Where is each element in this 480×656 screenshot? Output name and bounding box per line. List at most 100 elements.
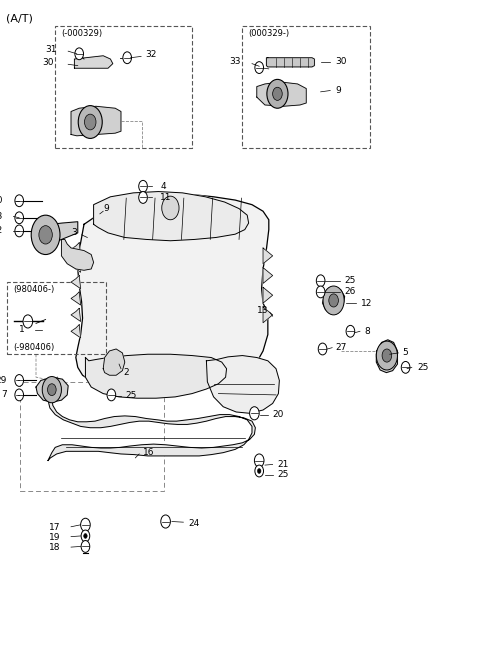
Text: 9: 9 xyxy=(335,86,341,95)
Circle shape xyxy=(255,62,264,73)
Polygon shape xyxy=(71,259,81,272)
Text: (000329-): (000329-) xyxy=(248,29,289,38)
Polygon shape xyxy=(263,307,273,323)
Text: 5: 5 xyxy=(402,348,408,358)
Circle shape xyxy=(316,275,325,287)
Circle shape xyxy=(15,212,24,224)
Text: 11: 11 xyxy=(160,193,172,202)
Polygon shape xyxy=(42,222,78,244)
Text: 27: 27 xyxy=(335,343,347,352)
Text: 30: 30 xyxy=(335,57,347,66)
Polygon shape xyxy=(71,325,81,338)
Circle shape xyxy=(139,180,147,192)
Text: 13: 13 xyxy=(257,306,269,315)
Circle shape xyxy=(161,515,170,528)
Text: 10: 10 xyxy=(0,196,4,205)
Polygon shape xyxy=(263,268,273,283)
Polygon shape xyxy=(263,248,273,264)
Circle shape xyxy=(323,286,344,315)
Circle shape xyxy=(48,384,56,396)
Polygon shape xyxy=(76,195,269,385)
Polygon shape xyxy=(103,349,125,375)
Circle shape xyxy=(15,225,24,237)
Text: 31: 31 xyxy=(45,45,57,54)
Circle shape xyxy=(39,226,52,244)
Text: 25: 25 xyxy=(277,470,289,480)
Text: 16: 16 xyxy=(143,448,155,457)
Text: 7: 7 xyxy=(1,390,7,400)
Text: 19: 19 xyxy=(48,533,60,542)
Circle shape xyxy=(376,341,397,370)
Text: 17: 17 xyxy=(48,523,60,532)
Circle shape xyxy=(81,530,90,542)
Polygon shape xyxy=(323,289,345,312)
Polygon shape xyxy=(71,292,81,305)
Text: 20: 20 xyxy=(273,410,284,419)
Polygon shape xyxy=(71,308,81,321)
Circle shape xyxy=(81,518,90,531)
Text: 24: 24 xyxy=(188,519,199,528)
Text: 4: 4 xyxy=(160,182,166,191)
Text: 26: 26 xyxy=(345,287,356,297)
Polygon shape xyxy=(206,356,279,413)
Circle shape xyxy=(84,533,87,539)
Polygon shape xyxy=(94,192,249,241)
Circle shape xyxy=(382,349,392,362)
Text: 1: 1 xyxy=(19,325,25,335)
Polygon shape xyxy=(36,377,68,402)
Polygon shape xyxy=(263,287,273,303)
Polygon shape xyxy=(266,58,314,67)
Text: (A/T): (A/T) xyxy=(6,13,33,23)
Circle shape xyxy=(162,196,179,220)
Circle shape xyxy=(316,286,325,298)
Circle shape xyxy=(107,389,116,401)
Circle shape xyxy=(42,377,61,403)
Polygon shape xyxy=(71,276,81,289)
Text: 9: 9 xyxy=(103,204,109,213)
Polygon shape xyxy=(257,82,306,106)
Text: 18: 18 xyxy=(48,543,60,552)
Circle shape xyxy=(123,52,132,64)
Polygon shape xyxy=(74,56,113,68)
Polygon shape xyxy=(71,106,121,136)
Circle shape xyxy=(273,87,282,100)
Circle shape xyxy=(250,407,259,420)
Text: 25: 25 xyxy=(345,276,356,285)
Circle shape xyxy=(318,343,327,355)
Circle shape xyxy=(75,48,84,60)
Text: 21: 21 xyxy=(277,460,289,469)
Polygon shape xyxy=(47,377,255,461)
Text: (980406-): (980406-) xyxy=(13,285,54,294)
Text: 25: 25 xyxy=(126,391,137,400)
Text: 22: 22 xyxy=(0,226,2,236)
Text: 12: 12 xyxy=(361,298,372,308)
Circle shape xyxy=(329,294,338,307)
Circle shape xyxy=(84,114,96,130)
Text: 29: 29 xyxy=(0,376,7,385)
Circle shape xyxy=(255,465,264,477)
Text: 30: 30 xyxy=(42,58,54,68)
Polygon shape xyxy=(376,340,397,373)
Text: 23: 23 xyxy=(0,212,2,221)
Polygon shape xyxy=(85,354,227,398)
Circle shape xyxy=(346,325,355,337)
Text: 2: 2 xyxy=(124,368,130,377)
Circle shape xyxy=(15,375,24,386)
Polygon shape xyxy=(71,243,81,256)
Circle shape xyxy=(401,361,410,373)
Circle shape xyxy=(139,192,147,203)
Circle shape xyxy=(78,106,102,138)
Text: (-980406): (-980406) xyxy=(13,342,54,352)
Text: 3: 3 xyxy=(71,228,77,237)
Text: 25: 25 xyxy=(418,363,429,372)
Polygon shape xyxy=(61,239,94,270)
Circle shape xyxy=(15,389,24,401)
Circle shape xyxy=(254,454,264,467)
Text: 8: 8 xyxy=(365,327,371,336)
Text: 33: 33 xyxy=(229,57,241,66)
Circle shape xyxy=(81,541,90,552)
Circle shape xyxy=(15,195,24,207)
Circle shape xyxy=(31,215,60,255)
Text: (-000329): (-000329) xyxy=(61,29,102,38)
Circle shape xyxy=(257,468,261,474)
